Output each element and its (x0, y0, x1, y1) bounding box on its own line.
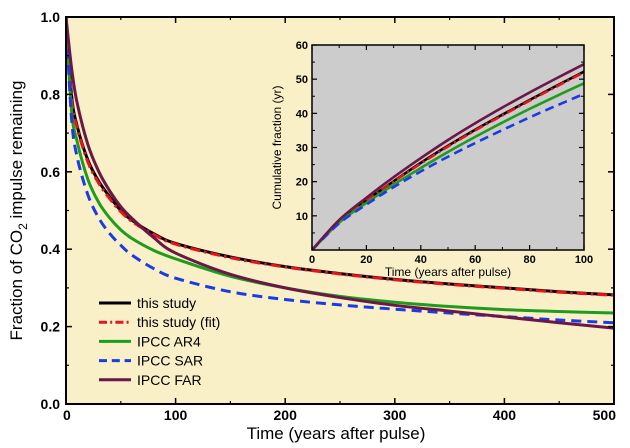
inset-ytick-label: 30 (296, 143, 308, 155)
main-series-line-1 (66, 17, 614, 297)
main-legend: this study this study (fit) IPCC AR4 IPCC S… (99, 295, 220, 388)
main-ytick-label: 0.6 (41, 164, 61, 180)
main-xtick-label: 500 (593, 407, 617, 423)
legend-label-3: IPCC AR4 (137, 333, 201, 349)
main-xtick-label: 400 (493, 407, 517, 423)
main-xtick-label: 0 (63, 407, 71, 423)
inset-series-line-2 (312, 71, 584, 250)
inset-xtick-label: 0 (309, 254, 315, 266)
inset-xtick-label: 20 (360, 254, 372, 266)
inset-ytick-label: 60 (296, 40, 308, 52)
inset-ytick-label: 50 (296, 74, 308, 86)
y-axis-label-part: Fraction of CO (7, 230, 26, 341)
main-ytick-label: 0.8 (41, 86, 61, 102)
main-series-line-5 (66, 17, 614, 330)
main-xtick-label: 200 (274, 407, 298, 423)
inset-series-line-4 (312, 92, 584, 250)
main-y-axis-label: Fraction of CO2 impulse remaining (7, 81, 30, 341)
inset-ytick-label: 40 (296, 108, 308, 120)
legend-label-1: this study (137, 295, 196, 311)
inset-ytick-label: 10 (296, 211, 308, 223)
main-xtick-label: 300 (383, 407, 407, 423)
main-ytick-label: 0.2 (41, 319, 61, 335)
legend-label-5: IPCC FAR (137, 372, 202, 388)
inset-xtick-label: 80 (523, 254, 535, 266)
main-series-line-3 (66, 17, 614, 315)
main-xtick-label: 100 (164, 407, 188, 423)
main-series-group (66, 17, 614, 330)
main-ytick-label: 0.4 (41, 241, 61, 257)
main-series-line-4 (66, 17, 614, 325)
inset-ytick-label: 20 (296, 177, 308, 189)
inset-xtick-label: 60 (469, 254, 481, 266)
inset-series-line-5 (312, 62, 584, 250)
inset-xtick-label: 100 (575, 254, 593, 266)
y-axis-label-part: impulse remaining (7, 81, 26, 224)
inset-x-axis-label: Time (years after pulse) (385, 265, 511, 279)
inset-series-group (312, 62, 584, 250)
legend-label-4: IPCC SAR (137, 353, 203, 369)
inset-y-axis-label: Cumulative fraction (yr) (270, 85, 284, 209)
legend-label-2: this study (fit) (137, 314, 220, 330)
main-ytick-label: 1.0 (41, 9, 61, 25)
main-series-line-2 (66, 17, 614, 297)
main-x-axis-label: Time (years after pulse) (247, 424, 426, 443)
y-axis-label-subscript: 2 (16, 223, 30, 230)
main-ytick-label: 0.0 (41, 396, 61, 412)
inset-xtick-label: 40 (415, 254, 427, 266)
